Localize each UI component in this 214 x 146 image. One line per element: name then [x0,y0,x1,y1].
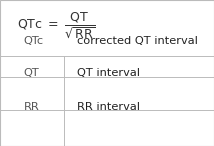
Text: RR interval: RR interval [77,102,140,112]
Text: QT interval: QT interval [77,68,140,78]
Text: RR: RR [24,102,39,112]
Text: $\mathrm{QTc}\ =\ \dfrac{\mathrm{QT}}{\sqrt{\mathrm{RR}}}$: $\mathrm{QTc}\ =\ \dfrac{\mathrm{QT}}{\s… [17,11,95,41]
Text: QT: QT [24,68,39,78]
Text: QTc: QTc [24,36,44,46]
Text: corrected QT interval: corrected QT interval [77,36,198,46]
